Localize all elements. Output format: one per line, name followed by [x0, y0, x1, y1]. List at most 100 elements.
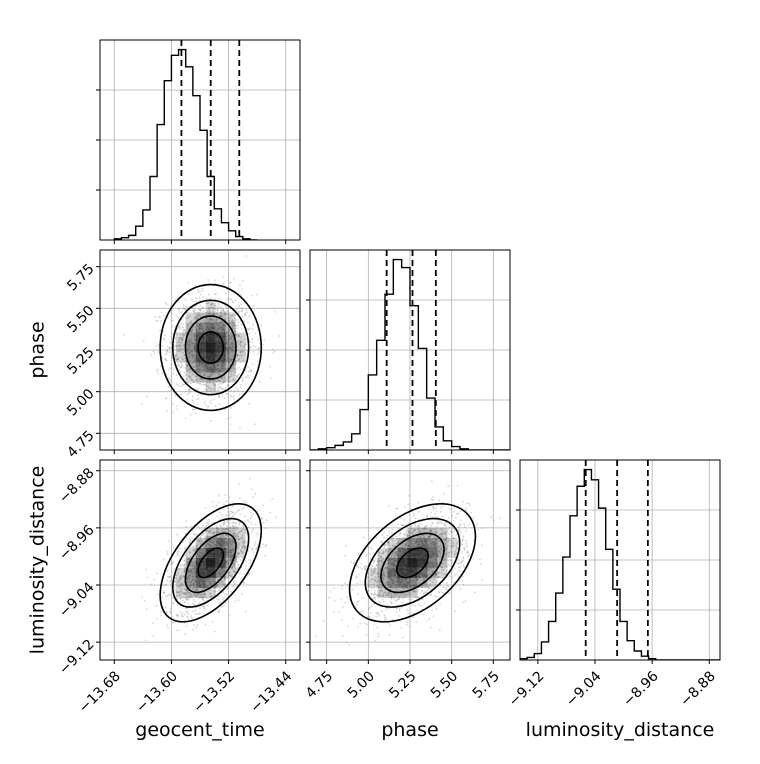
- sample-point: [440, 521, 442, 523]
- sample-point: [266, 519, 268, 521]
- sample-point: [165, 354, 167, 356]
- density-cell: [176, 353, 186, 363]
- sample-point: [452, 532, 454, 534]
- sample-point: [176, 405, 178, 407]
- sample-point: [230, 407, 232, 409]
- sample-point: [153, 350, 155, 352]
- sample-point: [192, 301, 194, 303]
- sample-point: [255, 333, 257, 335]
- sample-point: [378, 633, 380, 635]
- sample-point: [362, 610, 364, 612]
- sample-point: [258, 347, 260, 349]
- sample-point: [223, 397, 225, 399]
- sample-point: [239, 320, 241, 322]
- sample-point: [242, 308, 244, 310]
- sample-point: [193, 308, 195, 310]
- sample-point: [175, 555, 177, 557]
- sample-point: [412, 617, 414, 619]
- sample-point: [439, 629, 441, 631]
- sample-point: [161, 311, 163, 313]
- sample-point: [453, 529, 455, 531]
- sample-point: [230, 591, 232, 593]
- sample-point: [234, 583, 236, 585]
- sample-point: [178, 310, 180, 312]
- sample-point: [143, 340, 145, 342]
- sample-point: [248, 315, 250, 317]
- sample-point: [181, 365, 183, 367]
- sample-point: [219, 602, 221, 604]
- sample-point: [233, 278, 235, 280]
- sample-point: [186, 299, 188, 301]
- sample-point: [247, 366, 249, 368]
- sample-point: [370, 612, 372, 614]
- sample-point: [477, 529, 479, 531]
- sample-point: [401, 524, 403, 526]
- sample-point: [247, 519, 249, 521]
- sample-point: [432, 507, 434, 509]
- sample-point: [208, 521, 210, 523]
- sample-point: [177, 554, 179, 556]
- sample-point: [400, 627, 402, 629]
- sample-point: [236, 523, 238, 525]
- sample-point: [274, 350, 276, 352]
- sample-point: [465, 540, 467, 542]
- sample-point: [252, 528, 254, 530]
- sample-point: [151, 583, 153, 585]
- sample-point: [378, 600, 380, 602]
- sample-point: [249, 478, 251, 480]
- sample-point: [447, 585, 449, 587]
- sample-point: [369, 553, 371, 555]
- sample-point: [224, 305, 226, 307]
- sample-point: [356, 565, 358, 567]
- sample-point: [196, 300, 198, 302]
- sample-point: [224, 523, 226, 525]
- sample-point: [186, 611, 188, 613]
- sample-point: [389, 600, 391, 602]
- sample-point: [236, 561, 238, 563]
- sample-point: [230, 417, 232, 419]
- sample-point: [263, 339, 265, 341]
- density-cell: [368, 568, 378, 578]
- sample-point: [434, 595, 436, 597]
- sample-point: [217, 389, 219, 391]
- sample-point: [156, 618, 158, 620]
- sample-point: [275, 517, 277, 519]
- sample-point: [463, 535, 465, 537]
- histogram-geocent_time: [114, 50, 257, 240]
- sample-point: [406, 624, 408, 626]
- sample-point: [243, 320, 245, 322]
- sample-point: [224, 387, 226, 389]
- sample-point: [432, 499, 434, 501]
- sample-point: [449, 527, 451, 529]
- sample-point: [216, 590, 218, 592]
- sample-point: [208, 598, 210, 600]
- sample-point: [249, 562, 251, 564]
- sample-point: [192, 396, 194, 398]
- sample-point: [198, 612, 200, 614]
- sample-point: [244, 573, 246, 575]
- sample-point: [259, 533, 261, 535]
- sample-point: [263, 522, 265, 524]
- density-cell: [206, 538, 216, 548]
- sample-point: [243, 500, 245, 502]
- sample-point: [180, 385, 182, 387]
- sample-point: [333, 611, 335, 613]
- sample-point: [476, 524, 478, 526]
- density-cell: [216, 323, 226, 333]
- sample-point: [374, 599, 376, 601]
- sample-point: [265, 527, 267, 529]
- sample-point: [170, 607, 172, 609]
- sample-point: [157, 372, 159, 374]
- sample-point: [146, 608, 148, 610]
- sample-point: [166, 360, 168, 362]
- sample-point: [217, 303, 219, 305]
- sample-point: [257, 361, 259, 363]
- hist-panel-luminosity_distance: [516, 460, 720, 660]
- sample-point: [418, 589, 420, 591]
- sample-point: [181, 614, 183, 616]
- sample-point: [391, 599, 393, 601]
- sample-point: [245, 611, 247, 613]
- sample-point: [407, 503, 409, 505]
- sample-point: [152, 623, 154, 625]
- sample-point: [370, 564, 372, 566]
